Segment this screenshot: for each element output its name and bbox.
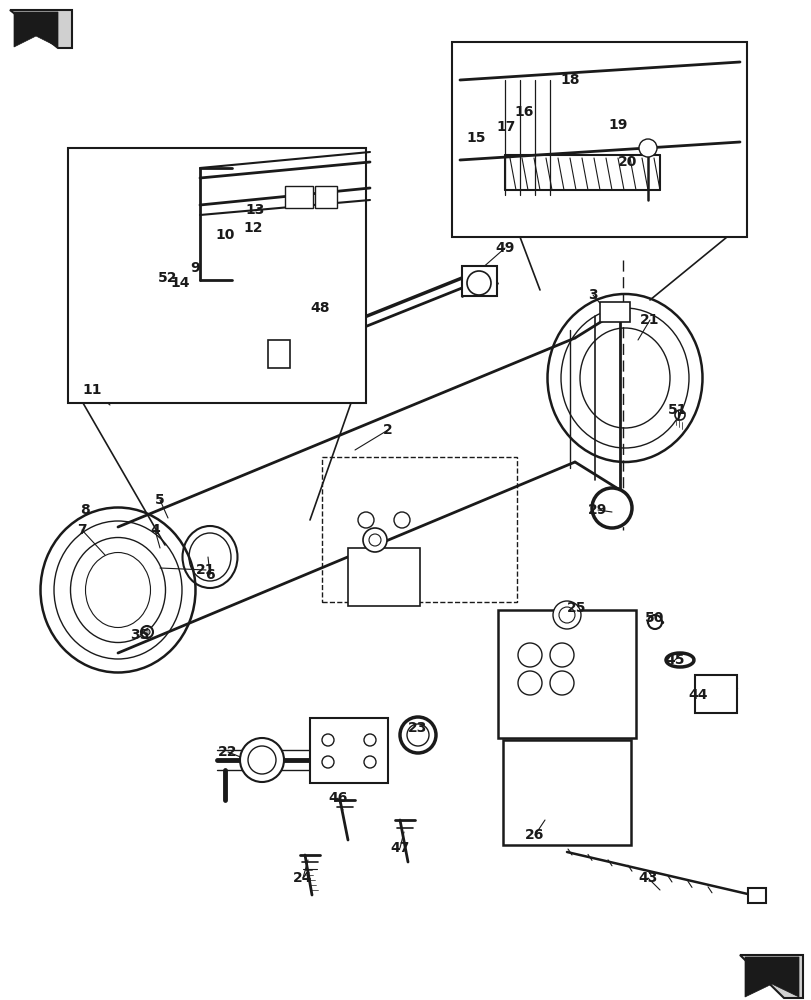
Circle shape	[638, 139, 656, 157]
Text: 26: 26	[525, 828, 544, 842]
Text: 8: 8	[80, 503, 90, 517]
Bar	[315, 186, 337, 208]
Circle shape	[517, 671, 541, 695]
Bar	[268, 340, 290, 368]
Text: 4: 4	[150, 523, 160, 537]
Text: 29: 29	[588, 503, 607, 517]
Circle shape	[144, 629, 150, 635]
Text: 14: 14	[170, 276, 190, 290]
Text: 44: 44	[688, 688, 707, 702]
Circle shape	[558, 607, 574, 623]
Text: 51: 51	[667, 403, 687, 417]
Bar	[599, 302, 629, 322]
Circle shape	[363, 528, 387, 552]
Circle shape	[322, 734, 333, 746]
Circle shape	[358, 512, 374, 528]
Text: 2: 2	[383, 423, 393, 437]
Circle shape	[247, 746, 276, 774]
Text: 23: 23	[408, 721, 427, 735]
Circle shape	[549, 643, 573, 667]
Text: 22: 22	[218, 745, 238, 759]
Circle shape	[393, 512, 410, 528]
Circle shape	[674, 410, 684, 420]
Text: 47: 47	[390, 841, 410, 855]
Text: 18: 18	[560, 73, 579, 87]
Circle shape	[322, 756, 333, 768]
Text: 21: 21	[196, 563, 216, 577]
Text: 10: 10	[215, 228, 234, 242]
Bar	[747, 888, 765, 903]
Bar	[502, 740, 630, 845]
Text: 43: 43	[637, 871, 657, 885]
Text: 52: 52	[158, 271, 178, 285]
Bar	[694, 675, 736, 713]
Text: 24: 24	[293, 871, 312, 885]
Bar	[322, 457, 517, 602]
Text: 11: 11	[82, 383, 101, 397]
Bar	[348, 548, 419, 606]
Circle shape	[517, 643, 541, 667]
Text: 46: 46	[328, 791, 347, 805]
Text: 19: 19	[607, 118, 627, 132]
Circle shape	[406, 724, 428, 746]
Text: 35: 35	[130, 628, 149, 642]
Text: 15: 15	[466, 131, 485, 145]
Text: 20: 20	[617, 155, 637, 169]
Polygon shape	[739, 955, 802, 998]
Circle shape	[549, 671, 573, 695]
Bar	[68, 148, 366, 403]
Text: 9: 9	[190, 261, 200, 275]
Text: 5: 5	[155, 493, 165, 507]
Text: 45: 45	[664, 653, 684, 667]
Text: 17: 17	[496, 120, 515, 134]
Circle shape	[647, 615, 661, 629]
Circle shape	[363, 756, 375, 768]
Bar	[285, 186, 312, 208]
Text: 12: 12	[243, 221, 263, 235]
Circle shape	[363, 734, 375, 746]
Text: 25: 25	[567, 601, 586, 615]
Text: 16: 16	[513, 105, 533, 119]
Bar	[452, 42, 746, 237]
Bar	[497, 610, 635, 738]
Circle shape	[591, 488, 631, 528]
Text: 49: 49	[495, 241, 514, 255]
Text: 13: 13	[245, 203, 264, 217]
Circle shape	[552, 601, 581, 629]
Text: 6: 6	[205, 568, 215, 582]
Bar	[310, 718, 388, 783]
Polygon shape	[14, 12, 58, 47]
Text: 7: 7	[77, 523, 87, 537]
Circle shape	[368, 534, 380, 546]
Text: 3: 3	[587, 288, 597, 302]
Text: 48: 48	[310, 301, 329, 315]
Bar	[461, 266, 496, 296]
Circle shape	[240, 738, 284, 782]
Text: 21: 21	[639, 313, 659, 327]
Circle shape	[466, 271, 491, 295]
Polygon shape	[744, 957, 798, 997]
Text: 50: 50	[645, 611, 664, 625]
Polygon shape	[10, 10, 72, 48]
Circle shape	[400, 717, 436, 753]
Circle shape	[141, 626, 152, 638]
